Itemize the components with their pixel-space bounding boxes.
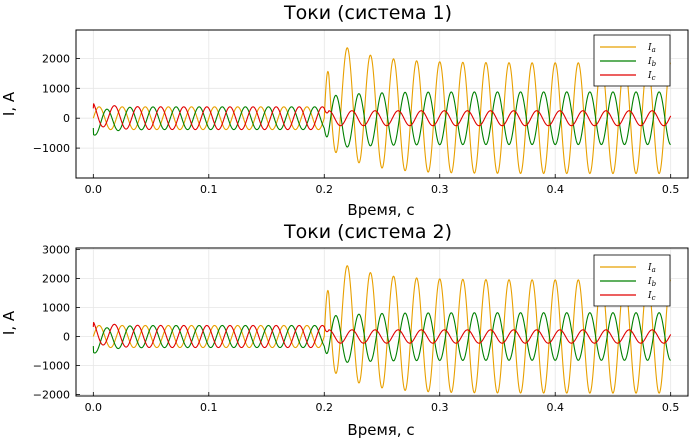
y-tick-label: 1000 [42, 301, 70, 314]
x-axis-label: Время, с [347, 421, 414, 439]
x-tick-label: 0.2 [316, 401, 334, 414]
x-axis-label: Время, с [347, 201, 414, 219]
legend-label: Ia [647, 263, 656, 274]
legend: Ia Ib Ic [593, 34, 671, 87]
x-tick-label: 0.3 [431, 183, 449, 196]
y-tick-labels: −1000 0 1000 2000 [33, 52, 80, 155]
x-tick-labels: 0.0 0.1 0.2 0.3 0.4 0.5 [85, 174, 680, 196]
x-tick-labels: 0.0 0.1 0.2 0.3 0.4 0.5 [85, 392, 680, 414]
legend-item-ic: Ic [600, 291, 656, 302]
x-tick-label: 0.2 [316, 183, 334, 196]
x-tick-label: 0.0 [85, 401, 103, 414]
y-tick-label: 0 [63, 331, 70, 344]
series-line-ic [92, 103, 672, 131]
plot-frame [75, 247, 689, 397]
series-layer [92, 265, 672, 394]
x-tick-label: 0.1 [200, 183, 218, 196]
y-tick-label: −1000 [33, 142, 70, 155]
x-tick-label: 0.1 [200, 401, 218, 414]
legend-label: Ic [647, 291, 656, 302]
series-line-ib [92, 91, 671, 148]
chart-title: Токи (система 2) [283, 221, 452, 243]
legend-label: Ic [647, 71, 656, 82]
y-tick-label: 1000 [42, 82, 70, 95]
legend-item-ia: Ia [600, 263, 656, 274]
x-tick-label: 0.5 [662, 183, 680, 196]
x-tick-label: 0.5 [662, 401, 680, 414]
y-tick-labels: −2000 −1000 0 1000 2000 3000 [33, 243, 80, 402]
y-axis-label: I, А [0, 310, 18, 335]
y-tick-label: 0 [63, 112, 70, 125]
series-line-ib [92, 312, 671, 363]
legend-label: Ia [647, 43, 656, 54]
series-line-ic [92, 321, 672, 349]
plot-frame [75, 29, 689, 179]
legend-item-ib: Ib [600, 277, 657, 288]
legend-label: Ib [647, 277, 657, 288]
series-layer [92, 47, 672, 175]
chart-title: Токи (система 1) [283, 2, 452, 24]
x-tick-label: 0.0 [85, 183, 103, 196]
legend-label: Ib [647, 57, 657, 68]
legend-item-ib: Ib [600, 57, 657, 68]
x-tick-label: 0.4 [546, 401, 564, 414]
legend-item-ic: Ic [600, 71, 656, 82]
y-axis-label: I, А [0, 91, 18, 116]
y-tick-label: 2000 [42, 272, 70, 285]
y-tick-label: 3000 [42, 243, 70, 256]
legend: Ia Ib Ic [593, 254, 671, 307]
grid [76, 30, 688, 178]
x-tick-label: 0.3 [431, 401, 449, 414]
y-tick-label: 2000 [42, 52, 70, 65]
series-line-ia [92, 47, 671, 175]
y-tick-label: −1000 [33, 360, 70, 373]
x-tick-label: 0.4 [546, 183, 564, 196]
series-line-ia [92, 265, 671, 394]
y-tick-label: −2000 [33, 389, 70, 402]
chart-panel-system-2: Токи (система 2) 0.0 0.1 0.2 0.3 0.4 0.5 −200… [0, 221, 689, 439]
chart-panel-system-1: Токи (система 1) 0.0 0.1 0.2 0.3 0.4 0.5 −100… [0, 2, 689, 219]
grid [76, 248, 688, 396]
legend-item-ia: Ia [600, 43, 656, 54]
